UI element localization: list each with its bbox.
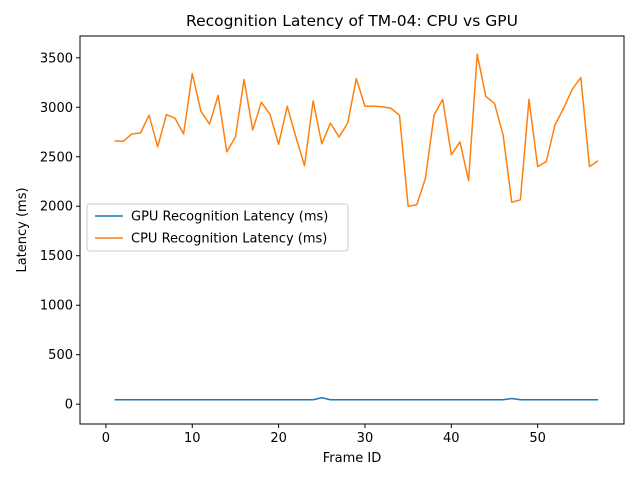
x-tick-label: 50 <box>529 431 546 446</box>
cpu-latency-line <box>114 53 599 207</box>
x-tick-label: 20 <box>270 431 287 446</box>
y-tick-label: 2000 <box>40 200 73 215</box>
x-tick-label: 10 <box>184 431 201 446</box>
legend-label-gpu: GPU Recognition Latency (ms) <box>131 210 328 225</box>
legend-label-cpu: CPU Recognition Latency (ms) <box>131 232 327 247</box>
chart-title: Recognition Latency of TM-04: CPU vs GPU <box>186 12 518 30</box>
y-tick-label: 500 <box>48 348 73 363</box>
x-tick-label: 40 <box>443 431 460 446</box>
x-tick-label: 30 <box>357 431 374 446</box>
y-tick-label: 3500 <box>40 51 73 66</box>
y-tick-label: 1500 <box>40 249 73 264</box>
y-tick-label: 3000 <box>40 101 73 116</box>
y-tick-label: 2500 <box>40 150 73 165</box>
y-axis-title: Latency (ms) <box>15 187 30 272</box>
y-tick-label: 1000 <box>40 299 73 314</box>
plot-area <box>114 53 599 401</box>
x-tick-label: 0 <box>102 431 110 446</box>
x-axis-title: Frame ID <box>323 451 381 466</box>
axes-frame <box>79 35 625 425</box>
legend: GPU Recognition Latency (ms) CPU Recogni… <box>86 203 349 252</box>
y-tick-label: 0 <box>65 398 73 413</box>
legend-box <box>86 203 349 252</box>
gpu-latency-line <box>114 397 599 401</box>
